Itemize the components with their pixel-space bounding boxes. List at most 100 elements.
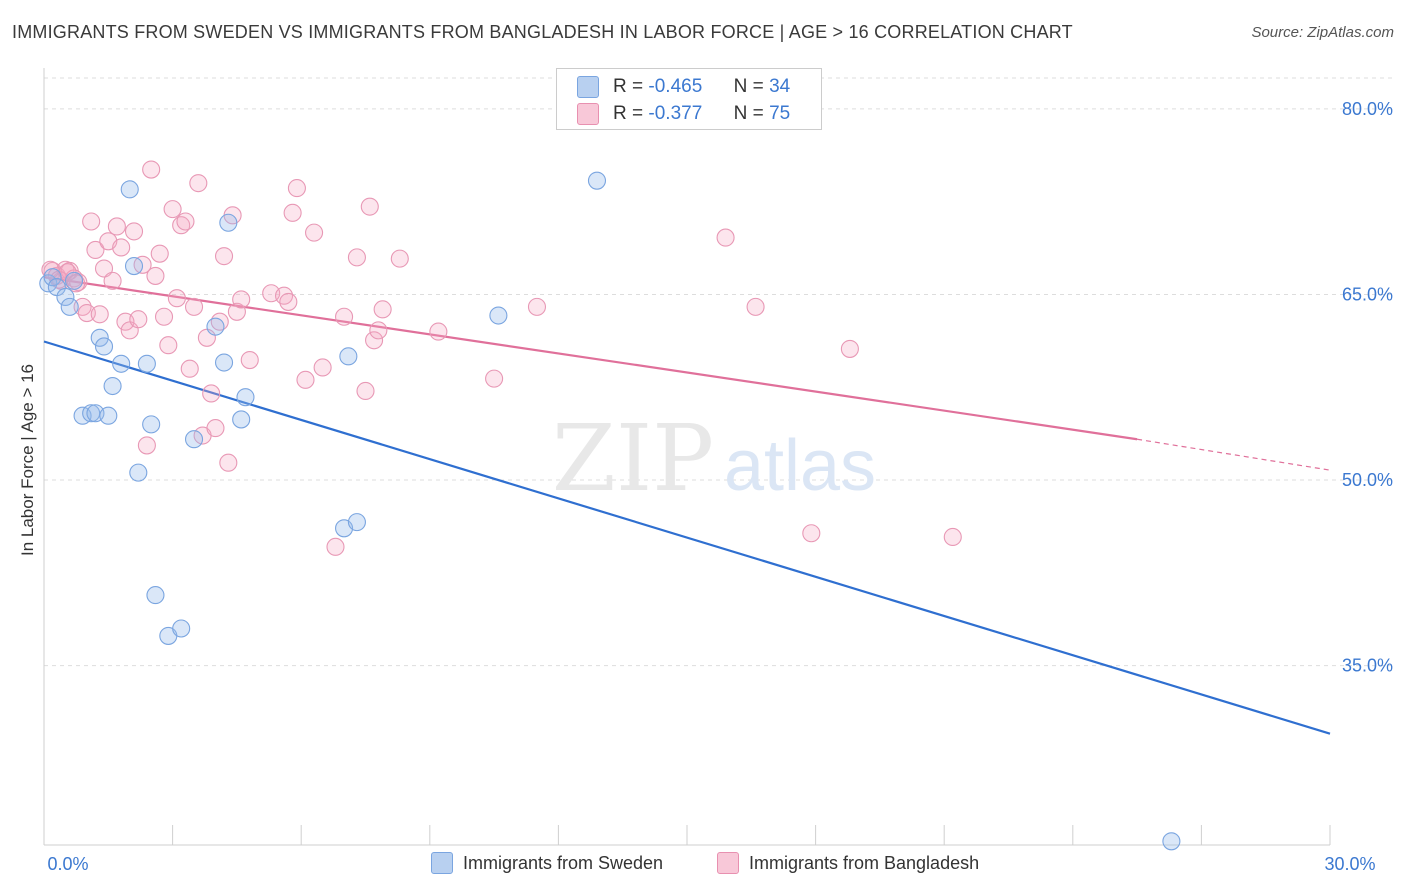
bangladesh-n-label: N = bbox=[733, 103, 764, 124]
legend-swatch-sweden bbox=[431, 852, 453, 874]
sweden-point bbox=[146, 586, 165, 605]
sweden-point bbox=[43, 268, 62, 287]
sweden-point bbox=[112, 354, 131, 373]
bangladesh-point bbox=[189, 174, 208, 193]
sweden-point bbox=[94, 337, 114, 356]
bangladesh-point bbox=[67, 274, 86, 293]
stats-legend: R = -0.465 N = 34 R = -0.377 N = 75 bbox=[556, 68, 822, 130]
bangladesh-point bbox=[94, 259, 114, 278]
sweden-point bbox=[124, 256, 144, 276]
bangladesh-point bbox=[429, 322, 448, 341]
bangladesh-point bbox=[802, 524, 821, 543]
bangladesh-point bbox=[214, 247, 234, 266]
sweden-swatch bbox=[577, 76, 599, 98]
legend-item-bangladesh[interactable]: Immigrants from Bangladesh bbox=[717, 852, 979, 874]
bangladesh-point bbox=[527, 297, 547, 316]
legend-item-sweden[interactable]: Immigrants from Sweden bbox=[431, 852, 663, 874]
bangladesh-n-value: 75 bbox=[769, 103, 791, 124]
bangladesh-point bbox=[240, 351, 259, 370]
grid-layer bbox=[44, 77, 1392, 667]
sweden-point bbox=[64, 271, 84, 290]
sweden-point bbox=[103, 376, 122, 396]
sweden-trendline bbox=[43, 340, 1331, 735]
bangladesh-point bbox=[124, 222, 144, 241]
bangladesh-point bbox=[202, 384, 221, 403]
legend-label-bangladesh: Immigrants from Bangladesh bbox=[749, 852, 980, 873]
bangladesh-trendline bbox=[43, 276, 1138, 441]
sweden-point bbox=[129, 463, 148, 482]
y-tick-label: 50.0% bbox=[1342, 470, 1393, 490]
y-tick-label: 35.0% bbox=[1342, 656, 1393, 676]
bangladesh-point bbox=[206, 419, 225, 438]
sweden-point bbox=[347, 513, 366, 532]
bangladesh-point bbox=[840, 339, 859, 358]
sweden-point bbox=[236, 388, 255, 407]
sweden-point bbox=[339, 347, 358, 366]
bangladesh-trendline-extension bbox=[1137, 438, 1331, 471]
bangladesh-point bbox=[142, 160, 161, 179]
bangladesh-point bbox=[176, 212, 195, 231]
sweden-point bbox=[137, 354, 156, 373]
bangladesh-point bbox=[287, 179, 306, 198]
bangladesh-point bbox=[219, 453, 238, 472]
sweden-point bbox=[219, 213, 238, 232]
bangladesh-point bbox=[112, 238, 131, 257]
y-axis-label: In Labor Force | Age > 16 bbox=[18, 364, 37, 556]
bangladesh-point bbox=[360, 197, 379, 216]
legend-label-sweden: Immigrants from Sweden bbox=[463, 852, 664, 873]
sweden-point bbox=[214, 353, 234, 372]
trend-layer bbox=[43, 276, 1331, 735]
bangladesh-swatch bbox=[577, 103, 599, 125]
y-tick-label: 65.0% bbox=[1342, 284, 1393, 304]
bangladesh-point bbox=[279, 292, 298, 311]
bangladesh-point bbox=[180, 359, 199, 378]
bangladesh-point bbox=[485, 369, 504, 388]
sweden-point bbox=[56, 287, 75, 307]
bangladesh-point bbox=[716, 228, 735, 247]
sweden-point bbox=[142, 415, 161, 434]
watermark: ZIP atlas bbox=[552, 405, 876, 512]
sweden-point bbox=[587, 171, 607, 190]
sweden-point bbox=[1162, 832, 1181, 851]
label-layer: 80.0% 65.0% 50.0% 35.0% 0.0% 30.0% In Labor Fo… bbox=[18, 99, 1393, 874]
bangladesh-point bbox=[232, 290, 251, 309]
sweden-n-value: 34 bbox=[769, 76, 791, 97]
y-tick-label: 80.0% bbox=[1342, 99, 1393, 119]
bangladesh-point bbox=[326, 537, 345, 556]
watermark-atlas: atlas bbox=[724, 426, 876, 506]
sweden-point bbox=[206, 317, 225, 336]
bangladesh-point bbox=[296, 370, 315, 389]
bangladesh-point bbox=[369, 321, 388, 340]
bangladesh-point bbox=[159, 336, 178, 355]
bangladesh-point bbox=[82, 212, 101, 231]
bangladesh-point bbox=[283, 203, 302, 222]
bangladesh-point bbox=[746, 297, 765, 316]
watermark-zip: ZIP bbox=[552, 405, 714, 512]
bangladesh-point bbox=[184, 297, 204, 316]
chart-title: IMMIGRANTS FROM SWEDEN VS IMMIGRANTS FRO… bbox=[12, 22, 1073, 42]
bangladesh-point bbox=[86, 240, 105, 260]
bangladesh-point bbox=[356, 381, 375, 401]
x-tick-label: 30.0% bbox=[1324, 854, 1375, 874]
bangladesh-r-value: -0.377 bbox=[648, 103, 703, 124]
bangladesh-point bbox=[365, 331, 384, 350]
sweden-r-value: -0.465 bbox=[648, 76, 703, 97]
sweden-n-label: N = bbox=[733, 76, 764, 97]
points-layer bbox=[39, 160, 1181, 851]
bangladesh-point bbox=[305, 223, 324, 242]
axis-layer bbox=[43, 68, 1331, 846]
legend-swatch-bangladesh bbox=[717, 852, 739, 874]
bangladesh-point bbox=[129, 310, 148, 329]
bangladesh-point bbox=[943, 527, 962, 547]
sweden-point bbox=[489, 306, 508, 325]
sweden-point bbox=[184, 430, 204, 449]
bangladesh-point bbox=[150, 244, 169, 263]
bangladesh-point bbox=[313, 358, 332, 377]
stats-row-sweden: R = -0.465 N = 34 bbox=[577, 73, 790, 101]
bangladesh-point bbox=[347, 248, 366, 267]
sweden-point bbox=[60, 297, 79, 316]
bangladesh-point bbox=[154, 307, 174, 326]
bangladesh-point bbox=[167, 289, 186, 308]
bangladesh-point bbox=[335, 307, 354, 326]
sweden-r-label: R = bbox=[613, 76, 644, 97]
